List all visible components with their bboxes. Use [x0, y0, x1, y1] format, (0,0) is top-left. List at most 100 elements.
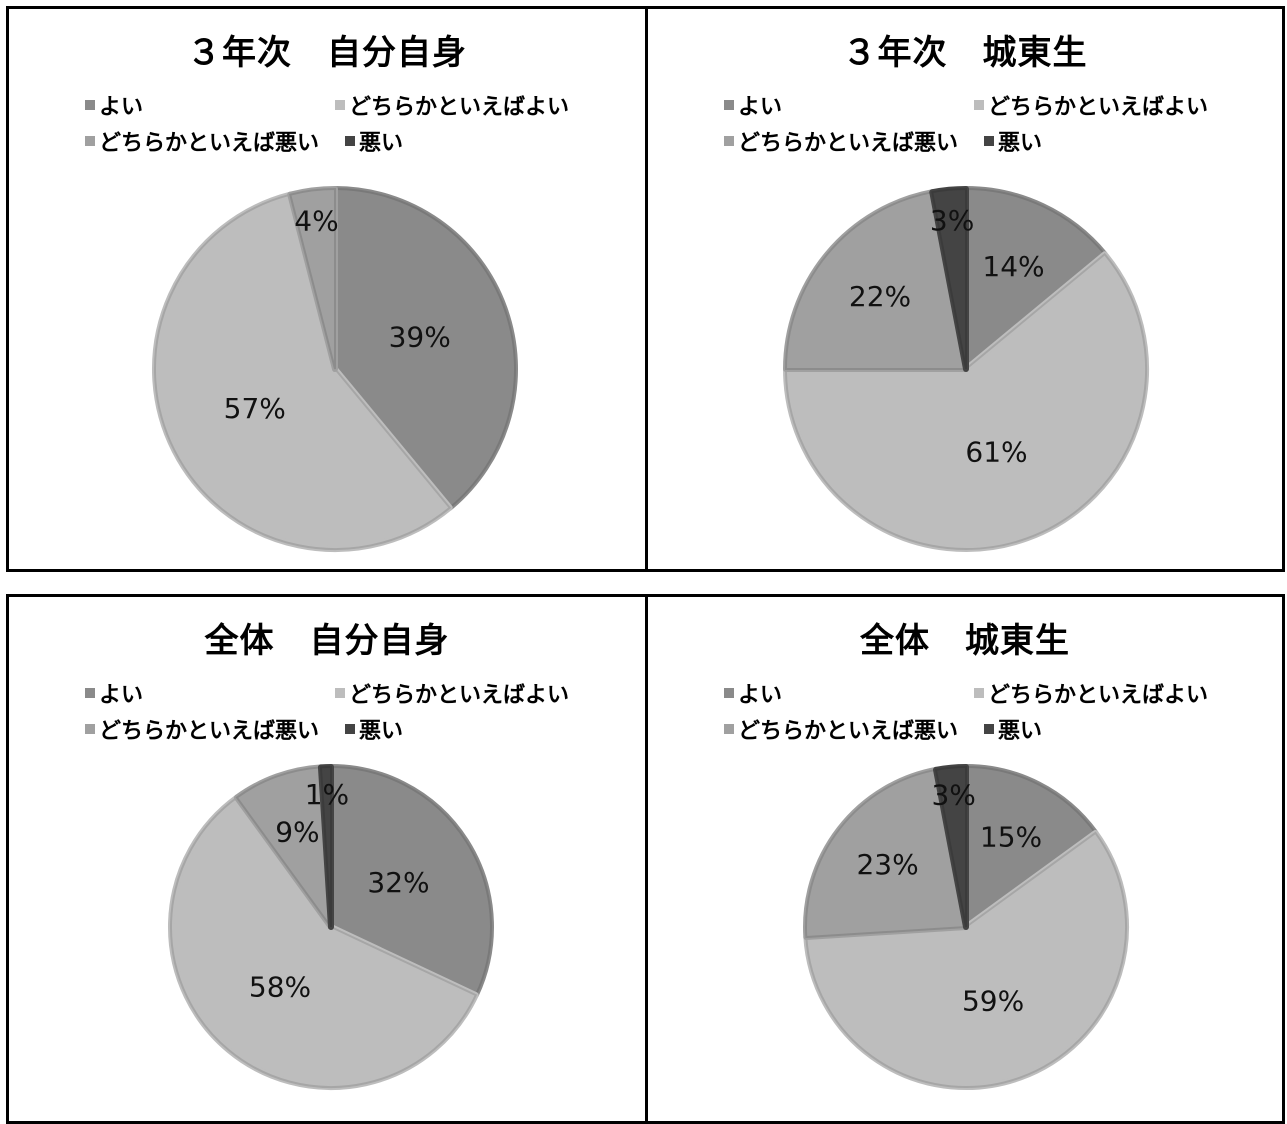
legend-swatch — [724, 688, 734, 698]
chart-legend: よい どちらかといえばよい どちらかといえば悪い 悪い — [85, 677, 645, 747]
data-label-bad: 1% — [305, 778, 349, 811]
chart-panel-y3-self: ３年次 自分自身 よい どちらかといえばよい どちらかといえば悪い 悪い 39%… — [6, 6, 648, 572]
data-label-somewhat-good: 61% — [965, 436, 1027, 469]
legend-label: どちらかといえば悪い — [738, 719, 959, 744]
data-label-good: 32% — [367, 866, 429, 899]
legend-label: どちらかといえばよい — [349, 95, 570, 120]
legend-label: 悪い — [359, 719, 404, 744]
pie-slice-bad — [933, 763, 969, 930]
data-label-somewhat-bad: 22% — [849, 280, 911, 313]
pie-slice-bad — [929, 186, 969, 372]
pie-slice-somewhat-good — [803, 829, 1129, 1090]
chart-panel-all-self: 全体 自分自身 よい どちらかといえばよい どちらかといえば悪い 悪い 32% 5… — [6, 594, 648, 1124]
legend-label: どちらかといえば悪い — [99, 719, 320, 744]
legend-item-somewhat-bad: どちらかといえば悪い — [85, 125, 319, 157]
pie-slice-outline — [934, 765, 967, 928]
legend-label: よい — [738, 95, 783, 120]
chart-title: 全体 城東生 — [860, 621, 1070, 661]
pie-chart: 32% 58% 9% 1% — [168, 764, 494, 1090]
legend-label: 悪い — [359, 131, 404, 156]
data-label-good: 14% — [982, 250, 1044, 283]
legend-swatch — [724, 724, 734, 734]
pie-slice-somewhat-bad — [783, 189, 969, 372]
legend-item-bad: 悪い — [984, 713, 1042, 745]
pie-slice-outline — [784, 191, 968, 370]
chart-panel-all-joto: 全体 城東生 よい どちらかといえばよい どちらかといえば悪い 悪い 15% 59… — [645, 594, 1285, 1124]
pie-slice-somewhat-good — [783, 251, 1149, 552]
legend-swatch — [345, 724, 355, 734]
legend-swatch — [85, 100, 95, 110]
chart-title: ３年次 自分自身 — [187, 33, 467, 73]
pie-chart: 14% 61% 22% 3% — [783, 186, 1149, 552]
data-label-somewhat-bad: 9% — [275, 816, 319, 849]
legend-item-somewhat-good: どちらかといえばよい — [335, 89, 569, 121]
pie-slice-outline — [289, 187, 336, 370]
legend-item-bad: 悪い — [984, 125, 1042, 157]
pie-slice-somewhat-bad — [287, 186, 338, 372]
data-label-somewhat-good: 59% — [962, 984, 1024, 1017]
pie-slice-good — [963, 764, 1099, 930]
pie-chart: 39% 57% 4% — [152, 186, 518, 552]
legend-swatch — [974, 688, 984, 698]
data-label-somewhat-bad: 23% — [856, 848, 918, 881]
pie-slice-outline — [805, 768, 968, 939]
pie-chart: 15% 59% 23% 3% — [803, 763, 1129, 1090]
legend-label: どちらかといえばよい — [349, 683, 570, 708]
legend-item-bad: 悪い — [345, 125, 403, 157]
pie-slice-outline — [319, 765, 332, 928]
pie-slice-outline — [965, 187, 1107, 372]
chart-title: 全体 自分自身 — [204, 621, 450, 661]
legend-swatch — [984, 724, 994, 734]
pie-slice-outline — [805, 831, 1127, 1088]
pie-slice-outline — [784, 252, 1147, 550]
pie-slice-outline — [334, 187, 516, 510]
legend-item-somewhat-bad: どちらかといえば悪い — [724, 713, 958, 745]
chart-legend: よい どちらかといえばよい どちらかといえば悪い 悪い — [724, 677, 1282, 747]
legend-item-good: よい — [85, 677, 143, 709]
data-label-good: 39% — [389, 321, 451, 354]
pie-slice-somewhat-good — [168, 794, 479, 1090]
data-label-somewhat-good: 57% — [224, 392, 286, 425]
legend-label: どちらかといえば悪い — [738, 131, 959, 156]
legend-item-somewhat-bad: どちらかといえば悪い — [724, 125, 958, 157]
pie-slice-outline — [330, 765, 492, 997]
data-label-somewhat-bad: 4% — [294, 205, 338, 238]
data-label-bad: 3% — [931, 778, 975, 811]
chart-panel-y3-joto: ３年次 城東生 よい どちらかといえばよい どちらかといえば悪い 悪い 14% 6… — [645, 6, 1285, 572]
legend-item-somewhat-good: どちらかといえばよい — [335, 677, 569, 709]
legend-label: よい — [738, 683, 783, 708]
pie-slice-outline — [931, 187, 967, 370]
legend-swatch — [984, 136, 994, 146]
pie-slice-outline — [965, 765, 1097, 929]
data-label-somewhat-good: 58% — [249, 971, 311, 1004]
legend-label: よい — [99, 683, 144, 708]
pie-slice-bad — [317, 764, 334, 930]
legend-label: どちらかといえばよい — [988, 95, 1209, 120]
pie-slice-outline — [170, 796, 478, 1088]
pie-slice-good — [332, 186, 518, 511]
legend-swatch — [85, 136, 95, 146]
legend-swatch — [724, 136, 734, 146]
legend-item-somewhat-good: どちらかといえばよい — [974, 677, 1208, 709]
pie-slice-good — [328, 764, 494, 999]
legend-item-good: よい — [724, 89, 782, 121]
legend-item-somewhat-bad: どちらかといえば悪い — [85, 713, 319, 745]
legend-label: 悪い — [998, 131, 1043, 156]
legend-swatch — [335, 688, 345, 698]
legend-item-good: よい — [724, 677, 782, 709]
data-label-good: 15% — [980, 821, 1042, 854]
legend-item-somewhat-good: どちらかといえばよい — [974, 89, 1208, 121]
pie-slice-outline — [154, 193, 452, 550]
legend-swatch — [85, 724, 95, 734]
legend-label: どちらかといえば悪い — [99, 131, 320, 156]
legend-swatch — [85, 688, 95, 698]
legend-swatch — [724, 100, 734, 110]
data-label-bad: 3% — [930, 204, 974, 237]
legend-item-good: よい — [85, 89, 143, 121]
legend-swatch — [345, 136, 355, 146]
legend-swatch — [335, 100, 345, 110]
chart-legend: よい どちらかといえばよい どちらかといえば悪い 悪い — [85, 89, 645, 159]
pie-slice-somewhat-bad — [803, 766, 969, 941]
chart-legend: よい どちらかといえばよい どちらかといえば悪い 悪い — [724, 89, 1282, 159]
legend-swatch — [974, 100, 984, 110]
